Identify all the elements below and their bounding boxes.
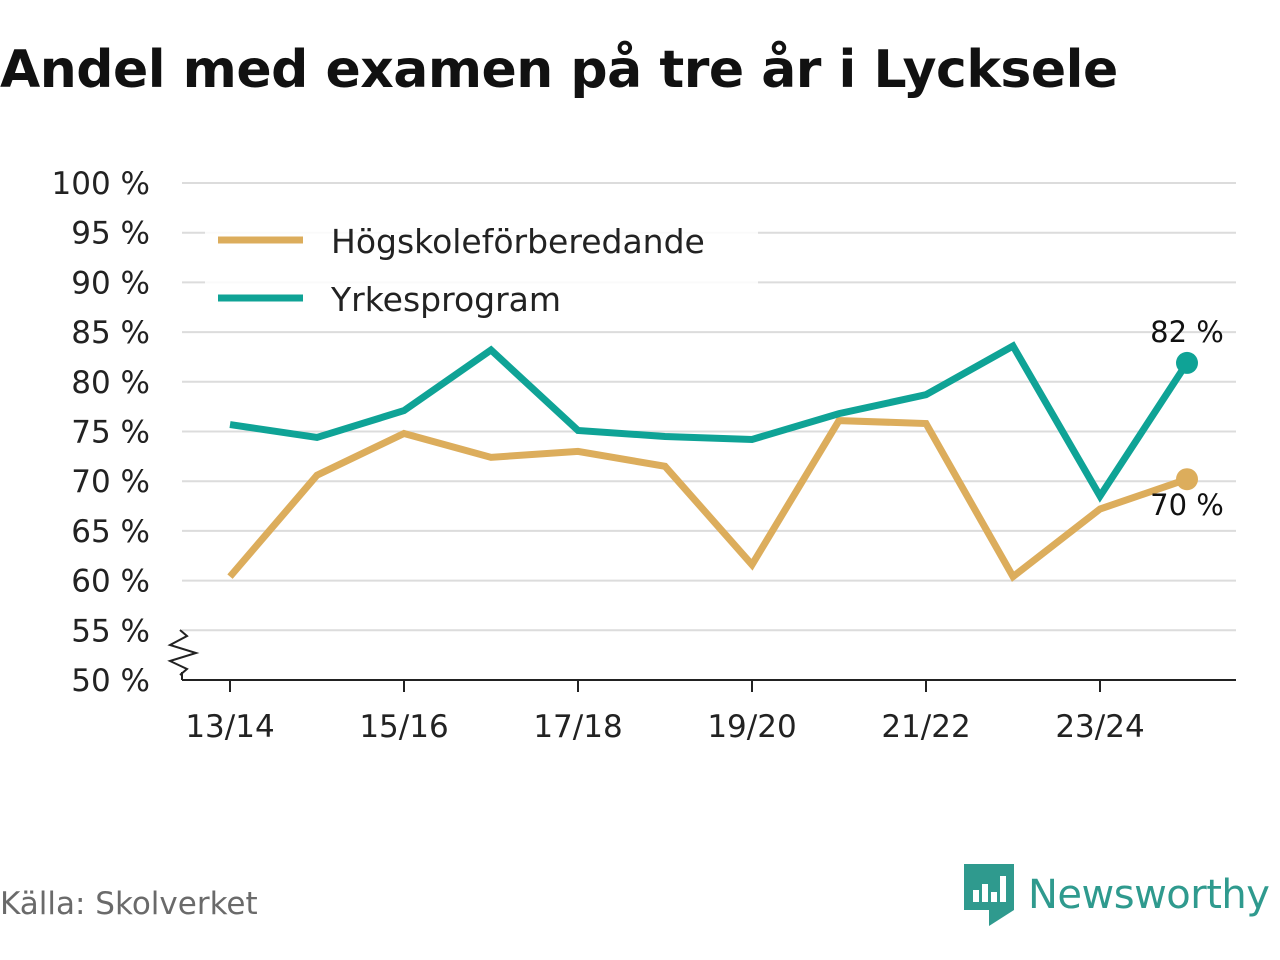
x-axis: 13/14 15/16 17/18 19/20 21/22 23/24 (181, 672, 1236, 745)
source-note: Källa: Skolverket (0, 886, 258, 922)
x-tick-label-21/22: 21/22 (881, 709, 970, 745)
chart-title: Andel med examen på tre år i Lycksele (0, 40, 1118, 100)
series-end-point-1 (1176, 351, 1198, 374)
y-tick-label-55: 55 % (71, 613, 150, 649)
y-tick-label-60: 60 % (71, 564, 150, 600)
y-tick-label-95: 95 % (71, 216, 150, 252)
legend-label-yrkesprogram: Yrkesprogram (330, 280, 561, 319)
legend: Högskoleförberedande Yrkesprogram (205, 212, 758, 330)
brand-name: Newsworthy (1028, 872, 1270, 918)
end-labels: 70 % 82 % (1150, 315, 1224, 522)
x-tick-label-13/14: 13/14 (185, 709, 274, 745)
end-label-0: 70 % (1150, 488, 1224, 522)
legend-label-hogskoleforberedande: Högskoleförberedande (331, 222, 705, 261)
y-tick-label-70: 70 % (71, 464, 150, 500)
series-line-0 (227, 416, 1189, 582)
y-tick-label-65: 65 % (71, 514, 150, 550)
series-end-point-0 (1176, 468, 1198, 491)
brand-logo: Newsworthy (964, 864, 1270, 926)
y-tick-label-50: 50 % (71, 663, 150, 699)
y-tick-label-85: 85 % (71, 315, 150, 351)
x-tick-label-23/24: 23/24 (1055, 709, 1144, 745)
y-tick-label-90: 90 % (71, 265, 150, 301)
y-tick-label-75: 75 % (71, 415, 150, 451)
series-line-1 (229, 341, 1190, 503)
x-tick-label-15/16: 15/16 (359, 709, 448, 745)
y-tick-label-100: 100 % (52, 166, 150, 202)
end-label-1: 82 % (1150, 315, 1224, 349)
x-tick-label-19/20: 19/20 (707, 709, 796, 745)
y-axis-tick-labels: 50 % 55 % 60 % 65 % 70 % 75 % 80 % 85 % 90 % 95 %… (52, 166, 150, 699)
series-lines (227, 341, 1198, 582)
x-tick-label-17/18: 17/18 (533, 709, 622, 745)
axis-break-icon (167, 629, 200, 676)
newsworthy-logo-icon (964, 864, 1014, 926)
y-tick-label-80: 80 % (71, 365, 150, 401)
